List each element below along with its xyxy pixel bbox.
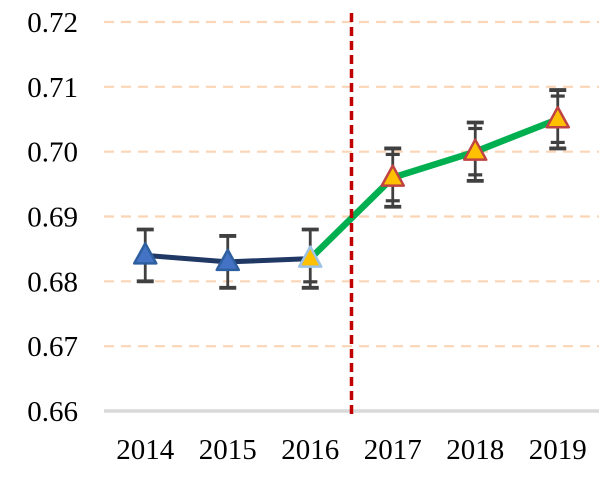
- y-tick-label-0.68: 0.68: [27, 266, 78, 298]
- y-tick-label-0.66: 0.66: [27, 396, 78, 428]
- x-tick-label-2016: 2016: [281, 434, 339, 466]
- y-tick-label-0.72: 0.72: [27, 7, 78, 39]
- y-tick-label-0.71: 0.71: [27, 72, 78, 104]
- marker-2015: [215, 248, 240, 272]
- marker-2018: [463, 138, 488, 161]
- x-tick-label-2014: 2014: [116, 434, 175, 466]
- x-tick-label-2018: 2018: [446, 434, 504, 466]
- marker-2014: [133, 242, 158, 265]
- y-tick-label-0.69: 0.69: [27, 202, 78, 234]
- marker-2019: [545, 106, 570, 129]
- x-tick-label-2017: 2017: [364, 434, 422, 466]
- marker-2016: [298, 245, 323, 268]
- y-tick-label-0.67: 0.67: [27, 331, 78, 363]
- y-tick-label-0.70: 0.70: [27, 137, 78, 169]
- x-tick-label-2019: 2019: [529, 434, 587, 466]
- series-line-post-2016: [307, 116, 561, 262]
- x-tick-label-2015: 2015: [199, 434, 257, 466]
- marker-2017: [380, 164, 405, 187]
